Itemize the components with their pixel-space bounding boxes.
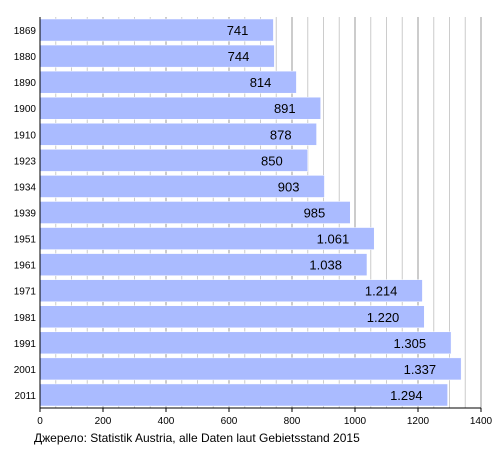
source-note: Джерело: Statistik Austria, alle Daten l… — [34, 431, 360, 445]
bar-value-label-1890: 814 — [250, 75, 272, 90]
category-label-1939: 1939 — [14, 209, 37, 220]
category-label-1961: 1961 — [14, 261, 37, 272]
x-tick-label-1400: 1400 — [470, 416, 493, 427]
bar-value-label-1971: 1.214 — [365, 284, 398, 299]
category-label-1971: 1971 — [14, 287, 37, 298]
x-tick-label-600: 600 — [221, 416, 238, 427]
x-tick-label-0: 0 — [37, 416, 43, 427]
category-labels: 1869 1880 1890 1900 1910 1923 1934 1939 1951 1961… — [14, 26, 37, 402]
category-label-1981: 1981 — [14, 313, 37, 324]
bar-value-label-1923: 850 — [261, 153, 283, 168]
category-label-2011: 2011 — [14, 391, 36, 402]
bar-value-label-1991: 1.305 — [394, 336, 427, 351]
category-label-1910: 1910 — [14, 130, 37, 141]
category-label-1900: 1900 — [14, 104, 37, 115]
bar-value-label-1939: 985 — [304, 206, 326, 221]
x-tick-label-200: 200 — [95, 416, 112, 427]
bar-value-label-1869: 741 — [227, 23, 249, 38]
bar-value-label-2011: 1.294 — [390, 388, 423, 403]
x-tick-labels: 0 200 400 600 800 1000 1200 1400 — [37, 416, 492, 427]
bar-value-label-1951: 1.061 — [317, 232, 350, 247]
category-label-1869: 1869 — [14, 26, 37, 37]
x-tick-label-1000: 1000 — [344, 416, 367, 427]
category-label-1934: 1934 — [14, 182, 37, 193]
bar-value-label-1961: 1.038 — [309, 258, 342, 273]
x-axis — [39, 17, 482, 412]
bar-value-label-1910: 878 — [270, 127, 292, 142]
bar-value-label-1981: 1.220 — [367, 310, 400, 325]
bars — [39, 18, 462, 407]
category-label-2001: 2001 — [14, 365, 37, 376]
bar-value-label-1880: 744 — [228, 49, 250, 64]
x-tick-label-1200: 1200 — [407, 416, 430, 427]
category-label-1991: 1991 — [14, 339, 37, 350]
bar-value-label-1934: 903 — [278, 179, 300, 194]
bar-value-label-1900: 891 — [274, 101, 296, 116]
bar-2011 — [39, 383, 448, 407]
bar-2001 — [39, 357, 462, 381]
category-label-1890: 1890 — [14, 78, 37, 89]
bar-value-label-2001: 1.337 — [404, 362, 437, 377]
x-tick-label-400: 400 — [158, 416, 175, 427]
x-tick-label-800: 800 — [284, 416, 301, 427]
category-label-1880: 1880 — [14, 52, 37, 63]
bar-1991 — [39, 331, 452, 355]
category-label-1923: 1923 — [14, 156, 37, 167]
category-label-1951: 1951 — [14, 235, 37, 246]
